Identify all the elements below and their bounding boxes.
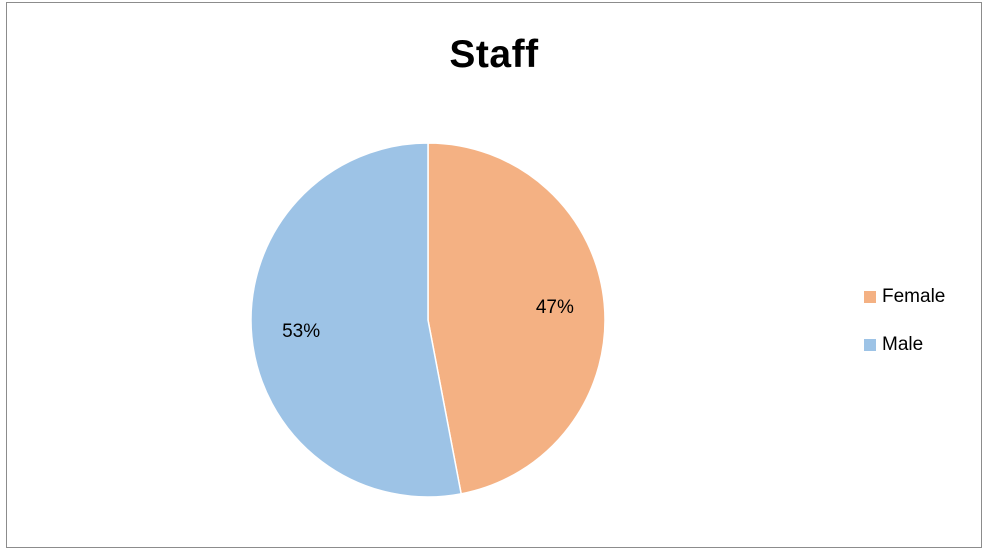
legend-label-female: Female [882, 286, 946, 307]
chart-area: Staff 47% 53% Female Male [6, 2, 982, 548]
data-label-male: 53% [282, 321, 320, 342]
legend-item-male: Male [864, 333, 945, 357]
legend: Female Male [864, 285, 945, 381]
legend-swatch-female [864, 291, 876, 303]
pie-chart: 47% 53% [250, 142, 606, 498]
legend-item-female: Female [864, 285, 945, 309]
pie-slice-female [427, 142, 606, 495]
legend-swatch-male [864, 339, 876, 351]
pie-slice-male [250, 142, 463, 498]
chart-title: Staff [449, 33, 539, 76]
legend-label-male: Male [882, 334, 924, 355]
data-label-female: 47% [536, 297, 574, 318]
